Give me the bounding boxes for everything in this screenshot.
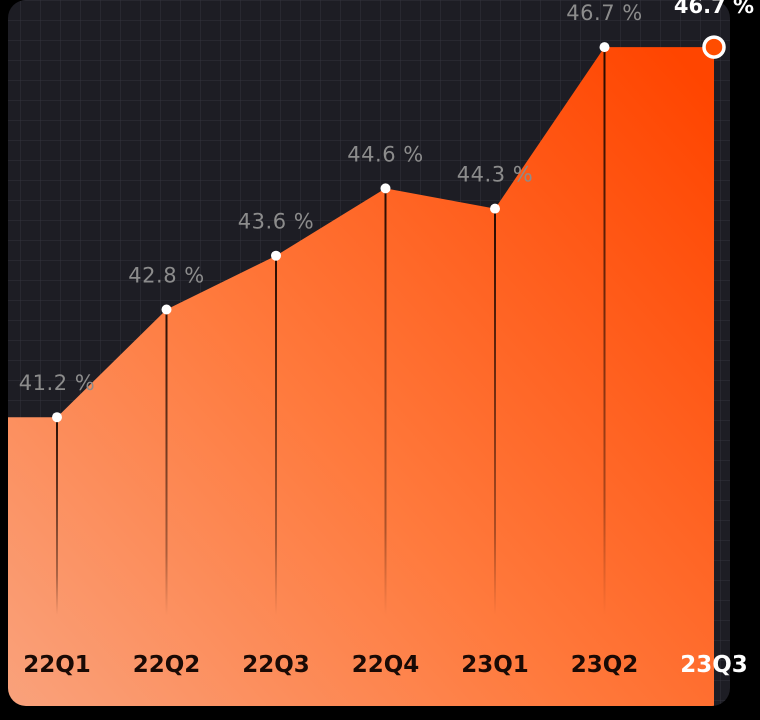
drop-line — [165, 309, 168, 615]
drop-line — [56, 417, 58, 615]
category-label: 22Q1 — [23, 652, 91, 678]
value-label: 43.6 % — [238, 210, 314, 234]
data-point — [599, 42, 610, 53]
value-label: 42.8 % — [128, 264, 204, 288]
category-label: 23Q1 — [461, 652, 529, 678]
drop-line — [494, 208, 496, 615]
value-label: 44.3 % — [457, 163, 533, 187]
drop-line — [384, 188, 387, 615]
data-point — [52, 412, 62, 423]
data-point — [380, 183, 391, 194]
value-label: 46.7 % — [674, 0, 754, 18]
value-labels: 41.2 % 42.8 % 43.6 % 44.6 % 44.3 % 46.7 % 46.7… — [19, 0, 754, 395]
value-label: 46.7 % — [566, 1, 642, 25]
value-label: 44.6 % — [347, 142, 423, 166]
area-fill — [8, 47, 714, 706]
drop-line — [275, 255, 277, 615]
category-label: 22Q4 — [352, 652, 420, 678]
highlight-marker — [702, 35, 726, 59]
data-point — [490, 203, 500, 214]
category-label: 22Q3 — [242, 652, 310, 678]
drop-line — [603, 47, 606, 616]
category-labels: 22Q1 22Q2 22Q3 22Q4 23Q1 23Q2 23Q3 — [23, 652, 748, 678]
drop-lines — [56, 47, 606, 616]
value-label: 41.2 % — [19, 371, 95, 395]
data-point — [161, 304, 172, 315]
category-label: 22Q2 — [133, 652, 201, 678]
category-label: 23Q3 — [680, 652, 748, 678]
category-label: 23Q2 — [571, 652, 639, 678]
data-markers — [52, 35, 726, 423]
data-point — [271, 250, 281, 261]
